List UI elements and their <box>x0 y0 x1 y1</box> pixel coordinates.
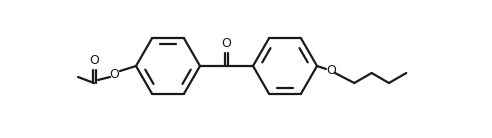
Text: O: O <box>221 37 231 50</box>
Text: O: O <box>89 54 99 67</box>
Text: O: O <box>326 64 336 78</box>
Text: O: O <box>109 67 119 80</box>
